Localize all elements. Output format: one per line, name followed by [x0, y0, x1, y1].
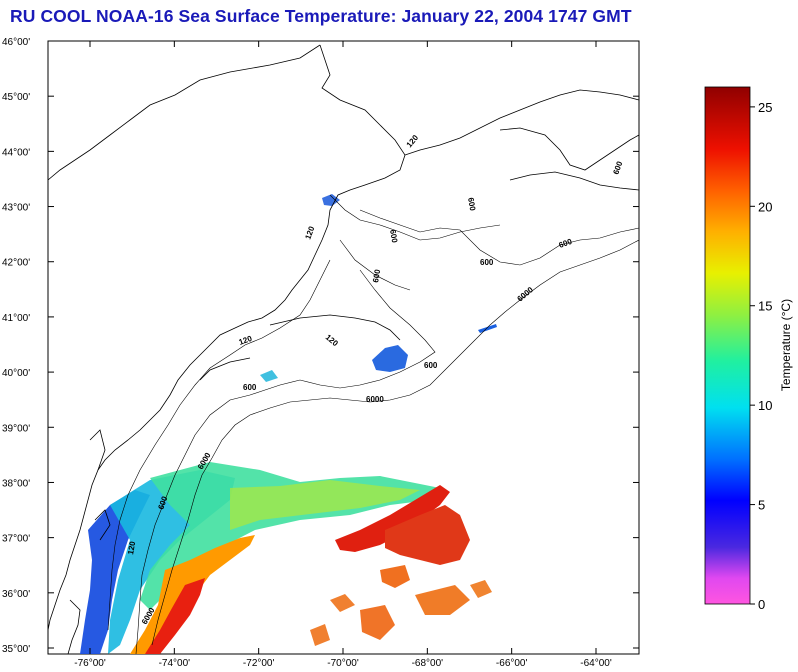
lat-label: 45°00': [2, 92, 30, 103]
lat-label: 44°00': [2, 147, 30, 158]
contour-label: 600: [466, 197, 477, 212]
lat-label: 36°00': [2, 589, 30, 600]
lat-label: 42°00': [2, 258, 30, 269]
colorbar-label: Temperature (°C): [779, 299, 793, 391]
lon-label: -64°00': [580, 658, 612, 669]
lon-label: -68°00': [412, 658, 444, 669]
cold-patch-li: [260, 370, 278, 382]
warm-patch-6: [470, 580, 492, 598]
contour-label: 600: [388, 229, 399, 244]
contour-label: 120: [303, 225, 316, 241]
lat-label: 37°00': [2, 534, 30, 545]
latitude-axis: 46°00' 45°00' 44°00' 43°00' 42°00' 41°00' 40°0…: [2, 37, 639, 655]
lat-label: 46°00': [2, 37, 30, 48]
lat-label: 43°00': [2, 203, 30, 214]
contour-label: 600: [611, 160, 624, 176]
colorbar-tick-label: 15: [758, 299, 772, 314]
colorbar-tick-label: 10: [758, 398, 772, 413]
lon-label: -66°00': [496, 658, 528, 669]
lat-label: 38°00': [2, 478, 30, 489]
lon-label: -72°00': [243, 658, 275, 669]
gulf-stream-red: [145, 578, 205, 654]
contour-label: 600: [480, 258, 494, 267]
colorbar-ticks: 25 20 15 10 5 0: [750, 100, 772, 612]
sst-cloud-free-pixels: [80, 194, 497, 654]
colorbar-tick-label: 25: [758, 100, 772, 115]
colorbar-tick-label: 5: [758, 498, 765, 513]
warm-patch-5: [310, 624, 330, 646]
lon-label: -74°00': [159, 658, 191, 669]
longitude-axis: -76°00' -74°00' -72°00' -70°00' -68°00' -66°0…: [74, 41, 612, 669]
warm-patch-4: [360, 605, 395, 640]
warm-patch-1: [380, 565, 410, 588]
cold-patch-georges: [372, 345, 408, 372]
contour-600: [135, 209, 639, 654]
contour-label: 120: [126, 540, 137, 555]
colorbar-tick-label: 0: [758, 597, 765, 612]
contour-120: [107, 194, 501, 631]
warm-patch-2: [330, 594, 355, 612]
lon-label: -70°00': [327, 658, 359, 669]
contour-label: 600: [156, 495, 169, 511]
warm-patch-3: [415, 585, 470, 615]
contour-label: 6000: [366, 395, 384, 404]
lat-label: 35°00': [2, 644, 30, 655]
colorbar: [704, 86, 751, 605]
cold-patch-gulf-maine: [322, 194, 340, 206]
coastline: [48, 44, 639, 654]
contour-label: 600: [558, 237, 574, 250]
contour-label: 600: [243, 383, 257, 392]
lon-label: -76°00': [74, 658, 106, 669]
warm-water-east: [385, 505, 470, 565]
map-title: RU COOL NOAA-16 Sea Surface Temperature:…: [10, 6, 632, 26]
contour-label: 600: [371, 268, 382, 283]
lat-label: 39°00': [2, 423, 30, 434]
lat-label: 41°00': [2, 313, 30, 324]
bathymetry-contours: [107, 194, 639, 654]
cold-streak: [478, 324, 497, 333]
colorbar-tick-label: 20: [758, 199, 772, 214]
shelf-water-blue: [80, 490, 150, 654]
contour-label: 120: [238, 334, 254, 347]
gulf-stream-red-east: [335, 485, 450, 552]
lat-label: 40°00': [2, 368, 30, 379]
contour-6000: [151, 239, 639, 646]
contour-label: 600: [424, 361, 438, 370]
slope-water-yellowgreen: [230, 480, 420, 530]
